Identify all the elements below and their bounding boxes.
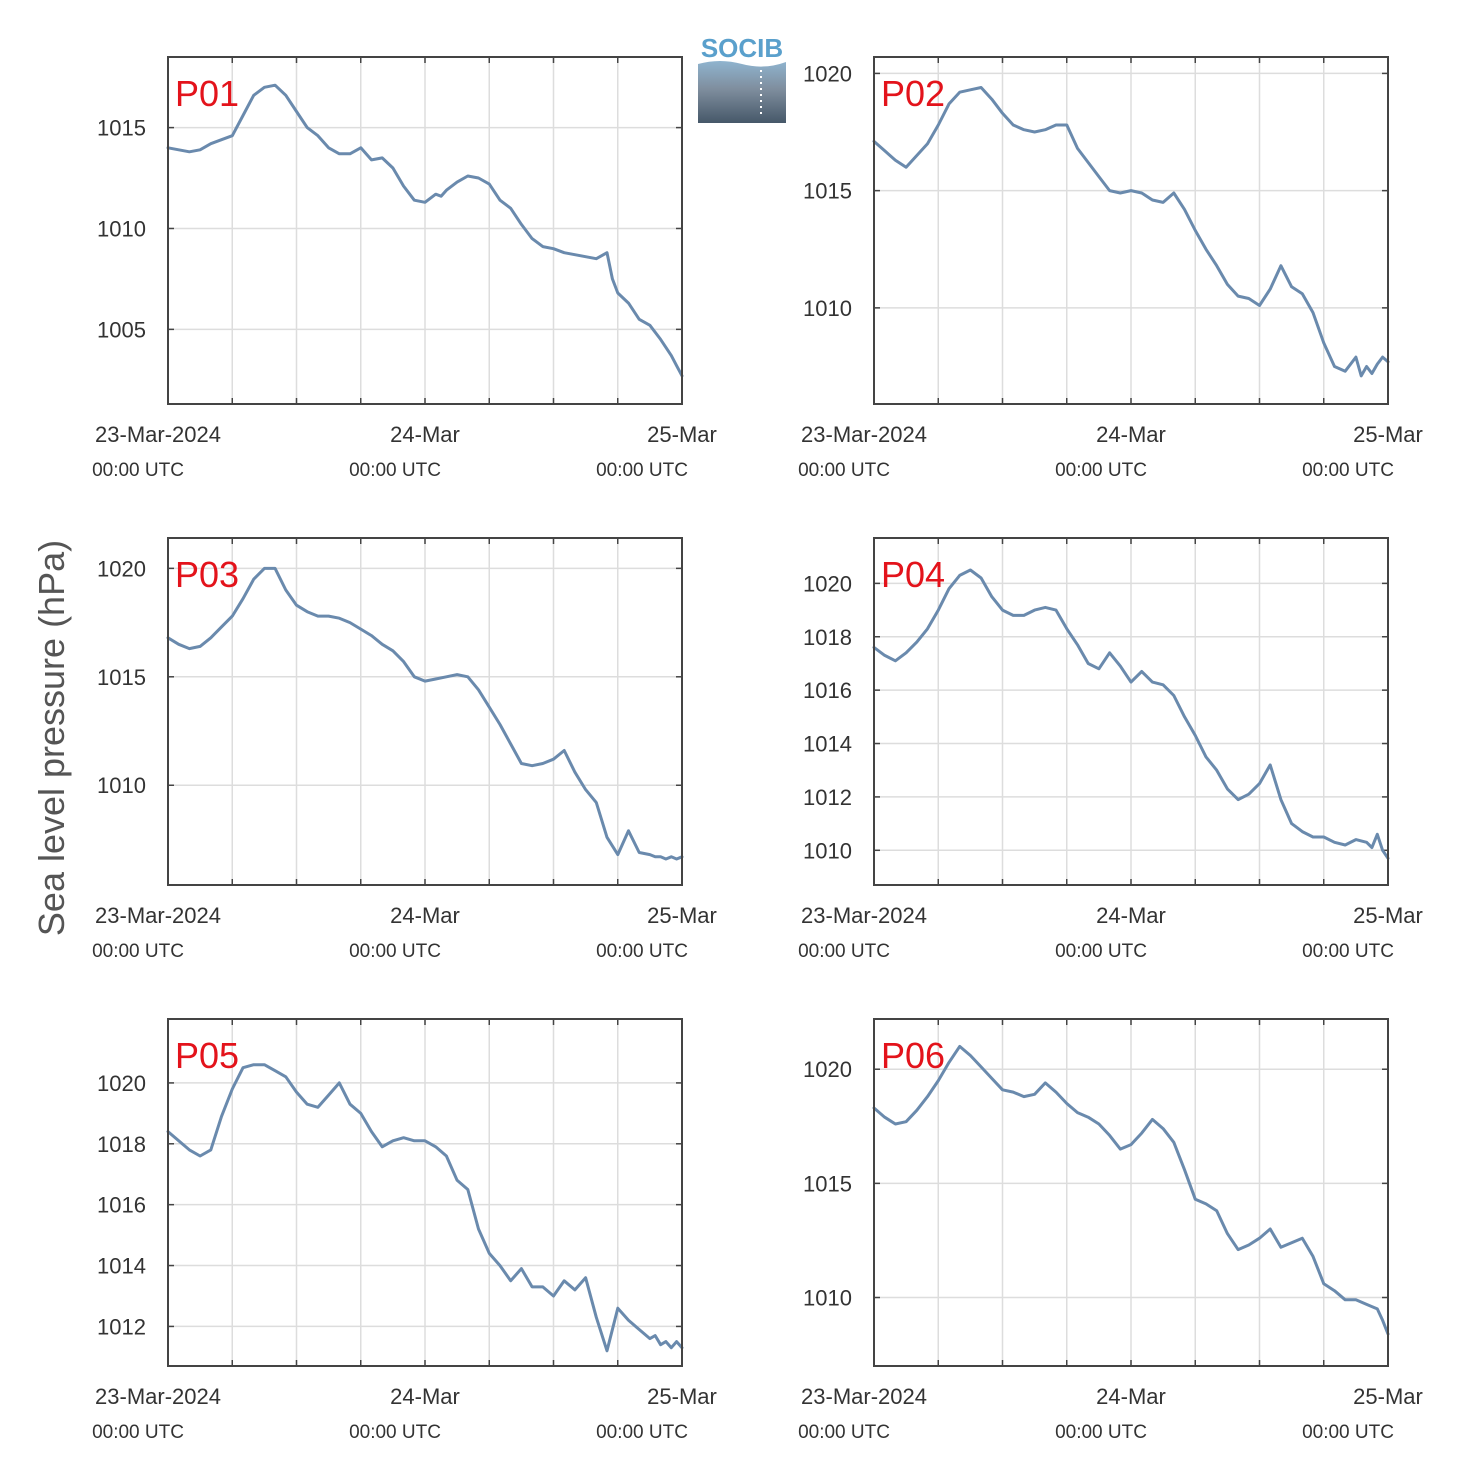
x-tick-label: 25-Mar — [1353, 903, 1423, 928]
x-tick-sublabel: 00:00 UTC — [1302, 1422, 1394, 1443]
x-tick-sublabel: 00:00 UTC — [1302, 460, 1394, 481]
x-tick-label: 24-Mar — [1096, 903, 1166, 928]
x-tick-sublabel: 00:00 UTC — [596, 1422, 688, 1443]
y-tick-label: 1016 — [803, 678, 852, 703]
x-tick-label: 23-Mar-2024 — [801, 903, 927, 928]
station-label: P02 — [881, 73, 945, 114]
x-tick-label: 23-Mar-2024 — [801, 1384, 927, 1409]
x-tick-label: 25-Mar — [1353, 422, 1423, 447]
y-tick-label: 1020 — [803, 1057, 852, 1082]
y-tick-label: 1014 — [97, 1254, 146, 1279]
y-tick-label: 1015 — [97, 665, 146, 690]
panel-p04: 1010 1012 1014 1016 1018 1020 23-Mar-2024 00:00… — [798, 537, 1423, 962]
y-tick-label: 1014 — [803, 732, 852, 757]
pressure-line — [872, 568, 1390, 860]
pressure-line — [166, 1063, 684, 1353]
panels: 1005 1010 1015 23-Mar-2024 00:00 UTC 24-Mar 00… — [92, 56, 1423, 1443]
x-tick-sublabel: 00:00 UTC — [92, 941, 184, 962]
y-tick-label: 1010 — [97, 773, 146, 798]
station-label: P05 — [175, 1035, 239, 1076]
y-tick-label: 1016 — [97, 1193, 146, 1218]
y-tick-label: 1010 — [97, 216, 146, 241]
y-tick-label: 1020 — [803, 61, 852, 86]
pressure-line — [872, 86, 1390, 378]
panel-p02: 1010 1015 1020 23-Mar-2024 00:00 UTC 24-Mar 00… — [798, 56, 1423, 481]
pressure-line — [166, 83, 684, 378]
station-label: P01 — [175, 73, 239, 114]
y-tick-label: 1020 — [97, 556, 146, 581]
x-tick-label: 25-Mar — [1353, 1384, 1423, 1409]
x-tick-label: 24-Mar — [1096, 1384, 1166, 1409]
x-tick-label: 24-Mar — [390, 1384, 460, 1409]
x-tick-label: 23-Mar-2024 — [95, 903, 221, 928]
y-tick-label: 1010 — [803, 838, 852, 863]
plot-frame — [167, 537, 683, 886]
y-tick-label: 1010 — [803, 1286, 852, 1311]
panel-p05: 1012 1014 1016 1018 1020 23-Mar-2024 00:00 UTC… — [92, 1018, 717, 1443]
plot-frame — [873, 537, 1389, 886]
x-tick-sublabel: 00:00 UTC — [349, 1422, 441, 1443]
y-tick-label: 1012 — [97, 1314, 146, 1339]
station-label: P04 — [881, 554, 945, 595]
x-tick-label: 24-Mar — [1096, 422, 1166, 447]
y-tick-label: 1018 — [803, 625, 852, 650]
y-tick-label: 1020 — [97, 1071, 146, 1096]
plot-frame — [167, 56, 683, 405]
x-tick-sublabel: 00:00 UTC — [798, 460, 890, 481]
x-tick-sublabel: 00:00 UTC — [1055, 460, 1147, 481]
y-tick-label: 1015 — [803, 179, 852, 204]
x-tick-label: 24-Mar — [390, 903, 460, 928]
station-label: P03 — [175, 554, 239, 595]
x-tick-label: 25-Mar — [647, 1384, 717, 1409]
x-tick-sublabel: 00:00 UTC — [798, 1422, 890, 1443]
panel-p03: 1010 1015 1020 23-Mar-2024 00:00 UTC 24-Mar 00… — [92, 537, 717, 962]
x-tick-sublabel: 00:00 UTC — [1055, 1422, 1147, 1443]
x-tick-label: 25-Mar — [647, 903, 717, 928]
y-tick-label: 1015 — [803, 1171, 852, 1196]
x-tick-label: 23-Mar-2024 — [95, 422, 221, 447]
plot-frame — [873, 1018, 1389, 1367]
x-tick-label: 23-Mar-2024 — [95, 1384, 221, 1409]
x-tick-sublabel: 00:00 UTC — [1055, 941, 1147, 962]
y-tick-label: 1015 — [97, 116, 146, 141]
x-tick-sublabel: 00:00 UTC — [596, 941, 688, 962]
pressure-line — [166, 566, 684, 861]
socib-logo: SOCIB — [698, 33, 786, 123]
x-tick-label: 24-Mar — [390, 422, 460, 447]
y-tick-label: 1010 — [803, 296, 852, 321]
x-tick-label: 23-Mar-2024 — [801, 422, 927, 447]
x-tick-sublabel: 00:00 UTC — [596, 460, 688, 481]
logo-text: SOCIB — [701, 33, 783, 63]
y-tick-label: 1020 — [803, 571, 852, 596]
x-tick-sublabel: 00:00 UTC — [1302, 941, 1394, 962]
x-tick-sublabel: 00:00 UTC — [349, 941, 441, 962]
x-tick-sublabel: 00:00 UTC — [349, 460, 441, 481]
y-tick-label: 1005 — [97, 317, 146, 342]
y-tick-label: 1012 — [803, 785, 852, 810]
plot-frame — [167, 1018, 683, 1367]
x-tick-sublabel: 00:00 UTC — [798, 941, 890, 962]
y-tick-label: 1018 — [97, 1132, 146, 1157]
y-axis-label: Sea level pressure (hPa) — [31, 540, 72, 936]
station-label: P06 — [881, 1035, 945, 1076]
x-tick-sublabel: 00:00 UTC — [92, 460, 184, 481]
x-tick-label: 25-Mar — [647, 422, 717, 447]
pressure-line — [872, 1044, 1390, 1336]
x-tick-sublabel: 00:00 UTC — [92, 1422, 184, 1443]
plot-frame — [873, 56, 1389, 405]
panel-p06: 1010 1015 1020 23-Mar-2024 00:00 UTC 24-Mar 00… — [798, 1018, 1423, 1443]
panel-p01: 1005 1010 1015 23-Mar-2024 00:00 UTC 24-Mar 00… — [92, 56, 717, 481]
